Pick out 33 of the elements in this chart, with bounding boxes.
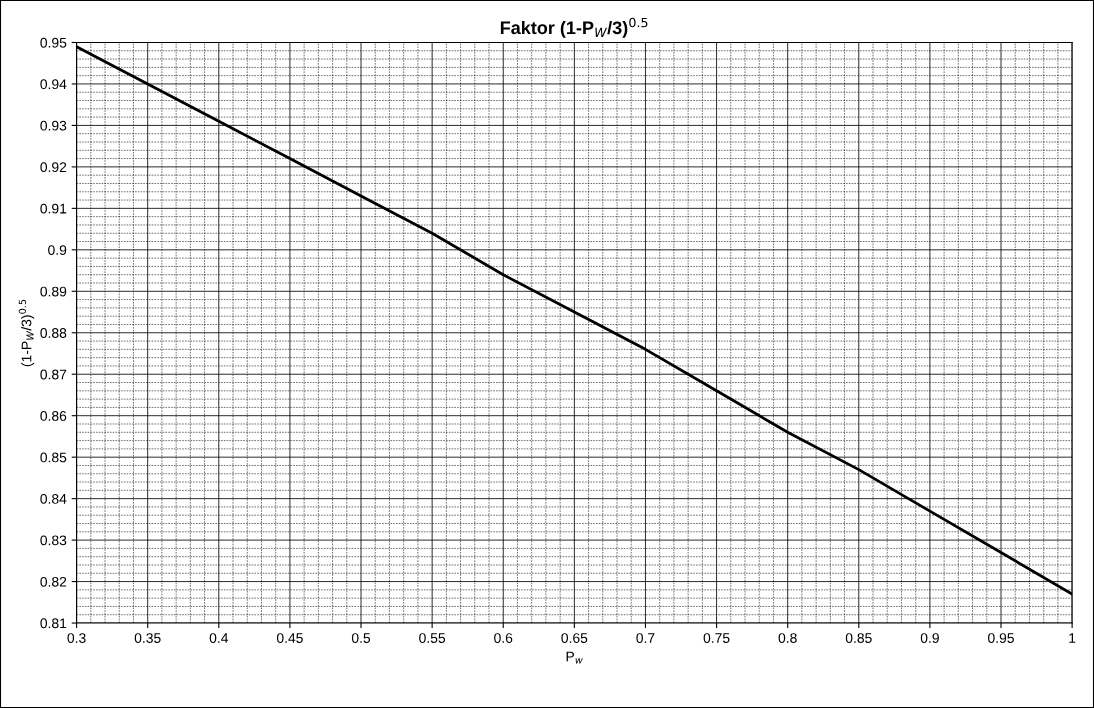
y-tick-label: 0.94 xyxy=(40,79,67,90)
y-axis-title: (1-P$_{W}$/3)$^{0.5}$ xyxy=(18,299,35,367)
x-tick-label: 0.55 xyxy=(419,633,446,643)
y-tick-label: 0.89 xyxy=(40,286,67,297)
x-tick-label: 0.3 xyxy=(67,633,86,643)
x-tick-label: 0.5 xyxy=(351,633,371,643)
y-tick-label: 0.92 xyxy=(40,162,67,173)
y-tick-label: 0.88 xyxy=(40,328,67,338)
y-tick-label: 0.81 xyxy=(40,618,67,629)
y-tick-label: 0.85 xyxy=(40,452,67,463)
y-tick-label: 0.9 xyxy=(48,245,67,255)
x-tick-label: 0.6 xyxy=(494,633,513,643)
y-tick-label: 0.93 xyxy=(40,120,67,131)
x-axis-title: P$_{w}$ xyxy=(566,651,583,664)
chart-title: Faktor (1-P$_{W}$/3)$^{0.5}$ xyxy=(500,17,648,38)
x-tick-label: 0.8 xyxy=(778,633,797,643)
x-tick-label: 0.45 xyxy=(276,633,303,643)
x-tick-label: 0.65 xyxy=(561,633,588,643)
y-tick-label: 0.91 xyxy=(40,203,67,214)
x-tick-label: 0.35 xyxy=(134,633,161,643)
x-tick-label: 0.9 xyxy=(920,633,939,643)
y-tick-label: 0.95 xyxy=(40,37,67,48)
x-tick-label: 1 xyxy=(1069,633,1076,643)
y-tick-label: 0.83 xyxy=(40,535,67,546)
x-tick-label: 0.85 xyxy=(845,633,872,643)
x-tick-label: 0.75 xyxy=(703,633,730,643)
y-tick-label: 0.84 xyxy=(40,493,67,504)
x-tick-label: 0.7 xyxy=(636,633,655,643)
y-tick-label: 0.82 xyxy=(40,576,67,587)
x-tick-label: 0.95 xyxy=(988,633,1014,643)
x-tick-label: 0.4 xyxy=(209,633,229,643)
y-tick-label: 0.86 xyxy=(40,411,67,421)
y-tick-label: 0.87 xyxy=(40,369,67,380)
